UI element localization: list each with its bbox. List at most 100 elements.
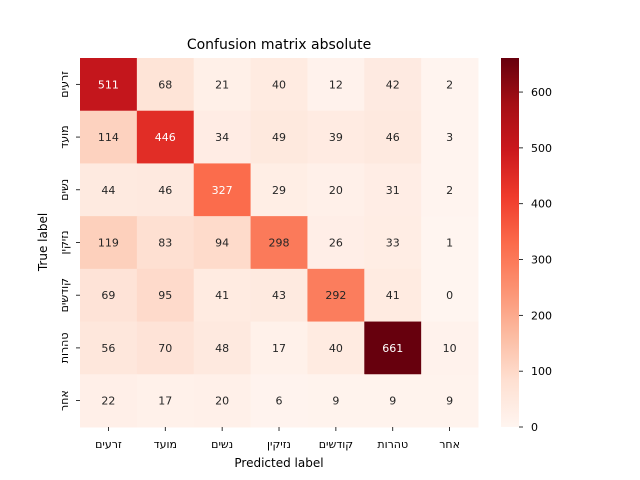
heatmap-cell bbox=[307, 58, 365, 112]
heatmap-cell bbox=[80, 374, 138, 428]
cell-value-label: 3 bbox=[446, 131, 453, 144]
cell-value-label: 12 bbox=[329, 78, 343, 91]
heatmap-cell bbox=[80, 216, 138, 270]
heatmap-cell bbox=[80, 321, 138, 375]
cell-value-label: 41 bbox=[215, 289, 229, 302]
y-tick-label: מועד bbox=[58, 125, 71, 148]
heatmap-cell bbox=[307, 268, 365, 323]
heatmap-cell bbox=[307, 216, 365, 270]
heatmap-cell bbox=[80, 268, 138, 323]
colorbar-tick-label: 100 bbox=[531, 365, 552, 378]
cell-value-label: 298 bbox=[269, 236, 290, 249]
heatmap-cell bbox=[364, 110, 422, 164]
x-axis-label: Predicted label bbox=[234, 456, 323, 470]
heatmap-cell bbox=[421, 321, 479, 375]
heatmap-cell bbox=[250, 110, 308, 164]
heatmap-cell bbox=[193, 110, 252, 164]
cell-value-label: 661 bbox=[382, 342, 403, 355]
cell-value-label: 119 bbox=[98, 236, 119, 249]
colorbar-tick-label: 0 bbox=[531, 421, 538, 434]
cell-value-label: 511 bbox=[98, 78, 119, 91]
cell-value-label: 41 bbox=[386, 289, 400, 302]
y-tick-label: קודשים bbox=[58, 278, 71, 312]
heatmap-cell bbox=[80, 110, 138, 164]
y-tick-label: טהרות bbox=[58, 333, 71, 364]
heatmap-cell bbox=[250, 163, 308, 217]
heatmap-cell bbox=[250, 374, 308, 428]
heatmap-cell bbox=[136, 321, 195, 375]
heatmap-cell bbox=[193, 374, 252, 428]
x-tick-label: נזיקין bbox=[267, 438, 291, 451]
heatmap-cell bbox=[364, 374, 422, 428]
cell-value-label: 17 bbox=[158, 395, 172, 408]
cell-value-label: 31 bbox=[386, 184, 400, 197]
x-tick-label: קודשים bbox=[319, 438, 353, 451]
heatmap-cell bbox=[136, 268, 195, 323]
heatmap-cell bbox=[364, 268, 422, 323]
heatmap-cell bbox=[421, 110, 479, 164]
cell-value-label: 68 bbox=[158, 78, 172, 91]
cell-value-label: 29 bbox=[272, 184, 286, 197]
cell-value-label: 40 bbox=[272, 78, 286, 91]
heatmap-cell bbox=[307, 321, 365, 375]
cell-value-label: 56 bbox=[101, 342, 115, 355]
cell-value-label: 9 bbox=[332, 395, 339, 408]
heatmap-cell bbox=[250, 58, 308, 112]
cell-value-label: 114 bbox=[98, 131, 119, 144]
y-tick-label: נשים bbox=[58, 179, 71, 201]
cell-value-label: 1 bbox=[446, 236, 453, 249]
y-tick-label: זרעים bbox=[58, 71, 71, 98]
cell-value-label: 70 bbox=[158, 342, 172, 355]
cell-value-label: 46 bbox=[386, 131, 400, 144]
cell-value-label: 9 bbox=[446, 395, 453, 408]
chart-title: Confusion matrix absolute bbox=[187, 37, 371, 53]
heatmap-cell bbox=[307, 110, 365, 164]
cell-value-label: 46 bbox=[158, 184, 172, 197]
y-tick-label: אחר bbox=[58, 390, 71, 411]
cell-value-label: 43 bbox=[272, 289, 286, 302]
cell-value-label: 327 bbox=[212, 184, 233, 197]
colorbar: 0 100 200 300 400 500 600 bbox=[501, 58, 552, 434]
x-tick-label: טהרות bbox=[377, 438, 408, 451]
heatmap-cell bbox=[364, 321, 422, 375]
heatmap-cell bbox=[250, 321, 308, 375]
cell-value-label: 20 bbox=[215, 395, 229, 408]
cell-value-label: 9 bbox=[389, 395, 396, 408]
cell-value-label: 42 bbox=[386, 78, 400, 91]
cell-value-label: 26 bbox=[329, 236, 343, 249]
heatmap-cell bbox=[193, 268, 252, 323]
heatmap-cell bbox=[307, 163, 365, 217]
cell-value-label: 10 bbox=[443, 342, 457, 355]
cell-value-label: 2 bbox=[446, 184, 453, 197]
cell-value-label: 2 bbox=[446, 78, 453, 91]
colorbar-tick-label: 200 bbox=[531, 309, 552, 322]
heatmap-cell bbox=[250, 216, 308, 270]
cell-value-label: 34 bbox=[215, 131, 229, 144]
cell-value-label: 17 bbox=[272, 342, 286, 355]
cell-value-label: 33 bbox=[386, 236, 400, 249]
colorbar-gradient bbox=[501, 58, 519, 427]
heatmap-cell bbox=[136, 58, 195, 112]
cell-value-label: 6 bbox=[276, 395, 283, 408]
cell-value-label: 446 bbox=[155, 131, 176, 144]
heatmap-cell bbox=[136, 110, 195, 164]
heatmap-cell bbox=[307, 374, 365, 428]
heatmap-cell bbox=[193, 58, 252, 112]
heatmap-cell bbox=[136, 163, 195, 217]
cell-value-label: 49 bbox=[272, 131, 286, 144]
heatmap-cell bbox=[136, 374, 195, 428]
cell-value-label: 22 bbox=[101, 395, 115, 408]
x-tick-label: זרעים bbox=[95, 438, 122, 451]
x-tick-labels: זרעים מועד נשים נזיקין קודשים טהרות אחר bbox=[95, 427, 460, 451]
colorbar-tick-label: 500 bbox=[531, 142, 552, 155]
colorbar-tick-label: 400 bbox=[531, 198, 552, 211]
heatmap-cell bbox=[421, 268, 479, 323]
heatmap-cell bbox=[80, 58, 138, 112]
cell-value-label: 48 bbox=[215, 342, 229, 355]
colorbar-ticks: 0 100 200 300 400 500 600 bbox=[519, 86, 552, 434]
heatmap-cell bbox=[421, 58, 479, 112]
cell-value-label: 20 bbox=[329, 184, 343, 197]
cell-value-label: 83 bbox=[158, 236, 172, 249]
